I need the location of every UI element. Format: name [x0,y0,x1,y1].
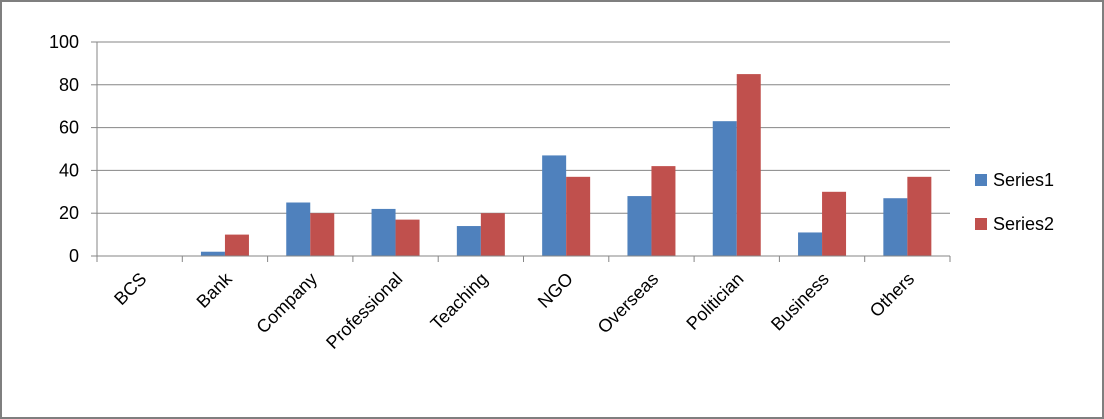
bar-series2-professional [395,219,420,256]
axes [91,41,951,262]
y-tick-label: 80 [59,75,79,95]
bar-series2-bank [224,234,249,256]
gridlines [97,41,950,214]
bar-series2-teaching [480,213,505,256]
bar-series2-ngo [566,176,591,256]
bar-series2-overseas [651,166,676,256]
y-tick-label: 60 [59,118,79,138]
bar-series2-company [310,213,335,256]
bar-series1-company [286,202,311,256]
bar-series1-business [798,232,823,256]
legend: Series1 Series2 [975,170,1054,234]
bar-series1-bank [200,251,225,256]
y-tick-label: 100 [49,32,79,52]
bar-series2-politician [736,74,761,256]
legend-label-series1: Series1 [993,170,1054,190]
bar-series1-others [883,198,908,256]
y-tick-labels: 0 20 40 60 80 100 [49,32,79,266]
y-tick-label: 40 [59,160,79,180]
legend-swatch-series2 [975,218,987,230]
y-tick-label: 0 [69,246,79,266]
bar-series1-professional [371,208,396,256]
bars [200,74,932,257]
bar-series1-overseas [627,196,652,256]
bar-series1-ngo [542,155,567,256]
legend-label-series2: Series2 [993,214,1054,234]
bar-series2-business [822,191,847,256]
bar-series2-others [907,176,932,256]
bar-series1-teaching [456,226,481,256]
legend-swatch-series1 [975,174,987,186]
y-tick-label: 20 [59,203,79,223]
bar-series1-politician [712,121,737,257]
